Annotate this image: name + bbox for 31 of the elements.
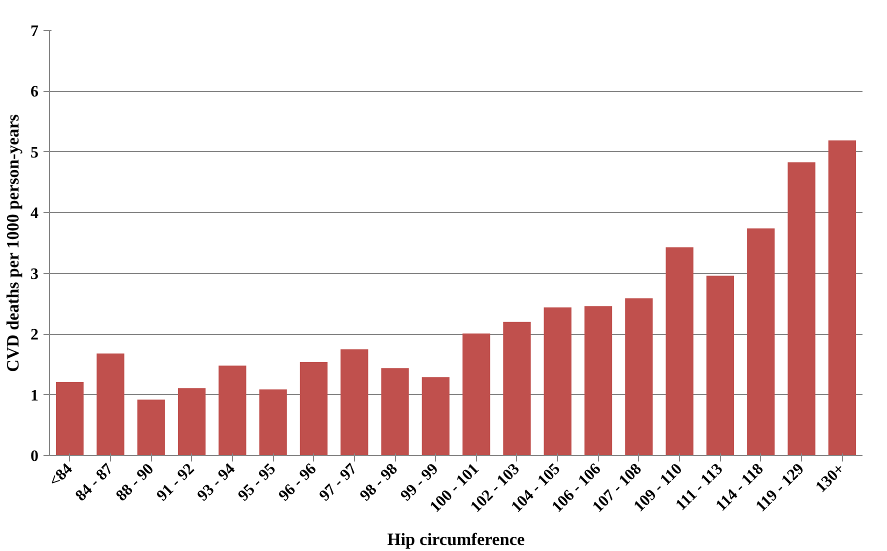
y-tick-label: 4 — [30, 205, 38, 222]
bar — [381, 368, 409, 456]
bar — [56, 382, 84, 456]
y-tick-label: 1 — [30, 387, 38, 404]
bar — [462, 333, 490, 456]
bar — [625, 298, 653, 456]
bar — [259, 389, 287, 456]
bar — [706, 276, 734, 456]
bar — [747, 228, 775, 456]
bar — [300, 362, 328, 456]
bar — [178, 388, 206, 456]
bar — [503, 322, 531, 456]
y-tick-label: 3 — [30, 266, 38, 283]
bar — [218, 366, 246, 456]
bar — [544, 307, 572, 456]
bar — [584, 306, 612, 456]
y-axis-title: CVD deaths per 1000 person-years — [4, 114, 22, 372]
x-axis-title: Hip circumference — [387, 530, 526, 549]
bar — [788, 162, 816, 456]
bar — [422, 377, 450, 456]
y-tick-label: 6 — [30, 84, 38, 101]
bar — [96, 354, 124, 456]
y-tick-label: 0 — [30, 448, 38, 465]
bar — [137, 400, 165, 456]
y-tick-label: 5 — [30, 144, 38, 162]
bar — [666, 247, 694, 456]
bar — [340, 349, 368, 456]
y-tick-label: 7 — [30, 23, 38, 40]
x-tick-label: 130+ — [812, 460, 848, 496]
bar — [828, 140, 856, 456]
y-tick-label: 2 — [30, 326, 38, 344]
